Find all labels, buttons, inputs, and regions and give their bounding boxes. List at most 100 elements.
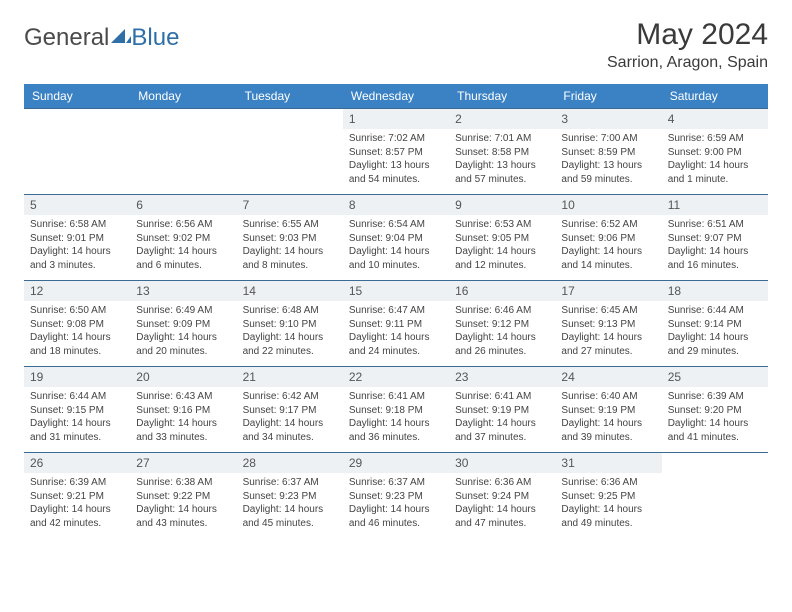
calendar-cell: 19Sunrise: 6:44 AMSunset: 9:15 PMDayligh… bbox=[24, 367, 130, 453]
header: General Blue May 2024 Sarrion, Aragon, S… bbox=[24, 18, 768, 72]
sunset-line: Sunset: 8:59 PM bbox=[561, 146, 655, 160]
sunrise-line: Sunrise: 6:39 AM bbox=[30, 476, 124, 490]
daylight2-line: and 8 minutes. bbox=[243, 259, 337, 273]
day-number: 22 bbox=[343, 367, 449, 387]
sunset-line: Sunset: 9:19 PM bbox=[561, 404, 655, 418]
calendar-cell: 28 Sunrise: 6:37 AMSunset: 9:23 PMDayligh… bbox=[237, 453, 343, 539]
daylight1-line: Daylight: 14 hours bbox=[136, 245, 230, 259]
sunset-line: Sunset: 9:16 PM bbox=[136, 404, 230, 418]
daylight2-line: and 45 minutes. bbox=[243, 517, 337, 531]
sunset-line: Sunset: 9:23 PM bbox=[349, 490, 443, 504]
sunrise-line: Sunrise: 6:37 AM bbox=[243, 476, 337, 490]
day-number: 15 bbox=[343, 281, 449, 301]
daylight1-line: Daylight: 14 hours bbox=[243, 503, 337, 517]
calendar-row: 26Sunrise: 6:39 AMSunset: 9:21 PMDayligh… bbox=[24, 453, 768, 539]
daylight2-line: and 36 minutes. bbox=[349, 431, 443, 445]
daylight1-line: Daylight: 14 hours bbox=[455, 503, 549, 517]
sunset-line: Sunset: 9:02 PM bbox=[136, 232, 230, 246]
sunset-line: Sunset: 9:23 PM bbox=[243, 490, 337, 504]
sunrise-line: Sunrise: 6:44 AM bbox=[668, 304, 762, 318]
day-body: Sunrise: 6:51 AMSunset: 9:07 PMDaylight:… bbox=[662, 215, 768, 276]
sunrise-line: Sunrise: 6:36 AM bbox=[561, 476, 655, 490]
day-body: Sunrise: 7:00 AMSunset: 8:59 PMDaylight:… bbox=[555, 129, 661, 190]
day-number: 9 bbox=[449, 195, 555, 215]
day-body: Sunrise: 6:43 AMSunset: 9:16 PMDaylight:… bbox=[130, 387, 236, 448]
daylight2-line: and 54 minutes. bbox=[349, 173, 443, 187]
day-number: 18 bbox=[662, 281, 768, 301]
calendar-cell: 2Sunrise: 7:01 AMSunset: 8:58 PMDaylight… bbox=[449, 109, 555, 195]
daylight1-line: Daylight: 13 hours bbox=[561, 159, 655, 173]
calendar-cell: 23Sunrise: 6:41 AMSunset: 9:19 PMDayligh… bbox=[449, 367, 555, 453]
logo-text-part1: General bbox=[24, 24, 109, 52]
weekday-header: Monday bbox=[130, 84, 236, 109]
daylight1-line: Daylight: 14 hours bbox=[561, 245, 655, 259]
day-body: Sunrise: 6:53 AMSunset: 9:05 PMDaylight:… bbox=[449, 215, 555, 276]
sunset-line: Sunset: 9:24 PM bbox=[455, 490, 549, 504]
day-number: 26 bbox=[24, 453, 130, 473]
day-number: 31 bbox=[555, 453, 661, 473]
sunrise-line: Sunrise: 7:01 AM bbox=[455, 132, 549, 146]
day-number: 1 bbox=[343, 109, 449, 129]
sunrise-line: Sunrise: 6:43 AM bbox=[136, 390, 230, 404]
daylight1-line: Daylight: 14 hours bbox=[455, 331, 549, 345]
day-number: 4 bbox=[662, 109, 768, 129]
daylight2-line: and 43 minutes. bbox=[136, 517, 230, 531]
sunrise-line: Sunrise: 6:37 AM bbox=[349, 476, 443, 490]
calendar-cell: 30Sunrise: 6:36 AMSunset: 9:24 PMDayligh… bbox=[449, 453, 555, 539]
day-number: 16 bbox=[449, 281, 555, 301]
sunset-line: Sunset: 9:01 PM bbox=[30, 232, 124, 246]
day-body: Sunrise: 6:39 AMSunset: 9:21 PMDaylight:… bbox=[24, 473, 130, 534]
sunset-line: Sunset: 9:08 PM bbox=[30, 318, 124, 332]
daylight2-line: and 39 minutes. bbox=[561, 431, 655, 445]
day-body: Sunrise: 6:36 AMSunset: 9:25 PMDaylight:… bbox=[555, 473, 661, 534]
day-number: 28 bbox=[237, 453, 343, 473]
day-number: 19 bbox=[24, 367, 130, 387]
day-number: 10 bbox=[555, 195, 661, 215]
daylight1-line: Daylight: 14 hours bbox=[243, 417, 337, 431]
daylight2-line: and 31 minutes. bbox=[30, 431, 124, 445]
sunrise-line: Sunrise: 6:47 AM bbox=[349, 304, 443, 318]
day-number: 30 bbox=[449, 453, 555, 473]
day-number: 23 bbox=[449, 367, 555, 387]
calendar-cell bbox=[662, 453, 768, 539]
day-number: 24 bbox=[555, 367, 661, 387]
calendar-cell: 15Sunrise: 6:47 AMSunset: 9:11 PMDayligh… bbox=[343, 281, 449, 367]
day-number: 6 bbox=[130, 195, 236, 215]
sunrise-line: Sunrise: 6:42 AM bbox=[243, 390, 337, 404]
sunset-line: Sunset: 9:10 PM bbox=[243, 318, 337, 332]
weekday-header-row: Sunday Monday Tuesday Wednesday Thursday… bbox=[24, 84, 768, 109]
sunset-line: Sunset: 9:20 PM bbox=[668, 404, 762, 418]
sunrise-line: Sunrise: 6:51 AM bbox=[668, 218, 762, 232]
day-body: Sunrise: 6:52 AMSunset: 9:06 PMDaylight:… bbox=[555, 215, 661, 276]
daylight2-line: and 59 minutes. bbox=[561, 173, 655, 187]
daylight2-line: and 16 minutes. bbox=[668, 259, 762, 273]
sunset-line: Sunset: 9:18 PM bbox=[349, 404, 443, 418]
day-number: 11 bbox=[662, 195, 768, 215]
sunrise-line: Sunrise: 6:39 AM bbox=[668, 390, 762, 404]
day-body: Sunrise: 6:59 AMSunset: 9:00 PMDaylight:… bbox=[662, 129, 768, 190]
sunrise-line: Sunrise: 6:54 AM bbox=[349, 218, 443, 232]
sunset-line: Sunset: 9:07 PM bbox=[668, 232, 762, 246]
daylight2-line: and 12 minutes. bbox=[455, 259, 549, 273]
day-body: Sunrise: 6:36 AMSunset: 9:24 PMDaylight:… bbox=[449, 473, 555, 534]
daylight1-line: Daylight: 14 hours bbox=[30, 503, 124, 517]
daylight2-line: and 10 minutes. bbox=[349, 259, 443, 273]
calendar-cell: 7Sunrise: 6:55 AMSunset: 9:03 PMDaylight… bbox=[237, 195, 343, 281]
page-subtitle: Sarrion, Aragon, Spain bbox=[607, 54, 768, 72]
sunset-line: Sunset: 9:21 PM bbox=[30, 490, 124, 504]
daylight1-line: Daylight: 14 hours bbox=[561, 503, 655, 517]
logo-sail-icon bbox=[111, 24, 131, 52]
daylight1-line: Daylight: 14 hours bbox=[30, 417, 124, 431]
calendar-cell: 22Sunrise: 6:41 AMSunset: 9:18 PMDayligh… bbox=[343, 367, 449, 453]
sunrise-line: Sunrise: 6:49 AM bbox=[136, 304, 230, 318]
daylight2-line: and 33 minutes. bbox=[136, 431, 230, 445]
day-body: Sunrise: 6:44 AMSunset: 9:14 PMDaylight:… bbox=[662, 301, 768, 362]
calendar-cell bbox=[24, 109, 130, 195]
calendar-cell: 27Sunrise: 6:38 AMSunset: 9:22 PMDayligh… bbox=[130, 453, 236, 539]
daylight2-line: and 18 minutes. bbox=[30, 345, 124, 359]
daylight2-line: and 49 minutes. bbox=[561, 517, 655, 531]
daylight1-line: Daylight: 14 hours bbox=[243, 245, 337, 259]
calendar-cell: 20Sunrise: 6:43 AMSunset: 9:16 PMDayligh… bbox=[130, 367, 236, 453]
sunset-line: Sunset: 9:25 PM bbox=[561, 490, 655, 504]
weekday-header: Saturday bbox=[662, 84, 768, 109]
